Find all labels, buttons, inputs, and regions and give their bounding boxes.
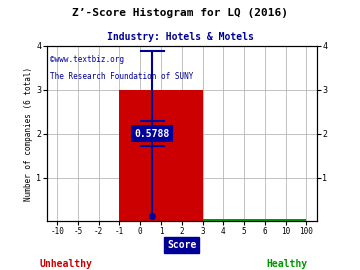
Text: Industry: Hotels & Motels: Industry: Hotels & Motels — [107, 32, 253, 42]
Text: Healthy: Healthy — [266, 259, 307, 269]
Bar — [120, 90, 203, 221]
Text: The Research Foundation of SUNY: The Research Foundation of SUNY — [50, 72, 193, 81]
X-axis label: Score: Score — [167, 240, 197, 250]
Text: ©www.textbiz.org: ©www.textbiz.org — [50, 55, 123, 64]
Text: Z’-Score Histogram for LQ (2016): Z’-Score Histogram for LQ (2016) — [72, 8, 288, 18]
Text: 0.5788: 0.5788 — [135, 129, 170, 139]
Bar — [203, 219, 306, 221]
Text: Unhealthy: Unhealthy — [40, 259, 93, 269]
Y-axis label: Number of companies (6 total): Number of companies (6 total) — [24, 67, 33, 201]
